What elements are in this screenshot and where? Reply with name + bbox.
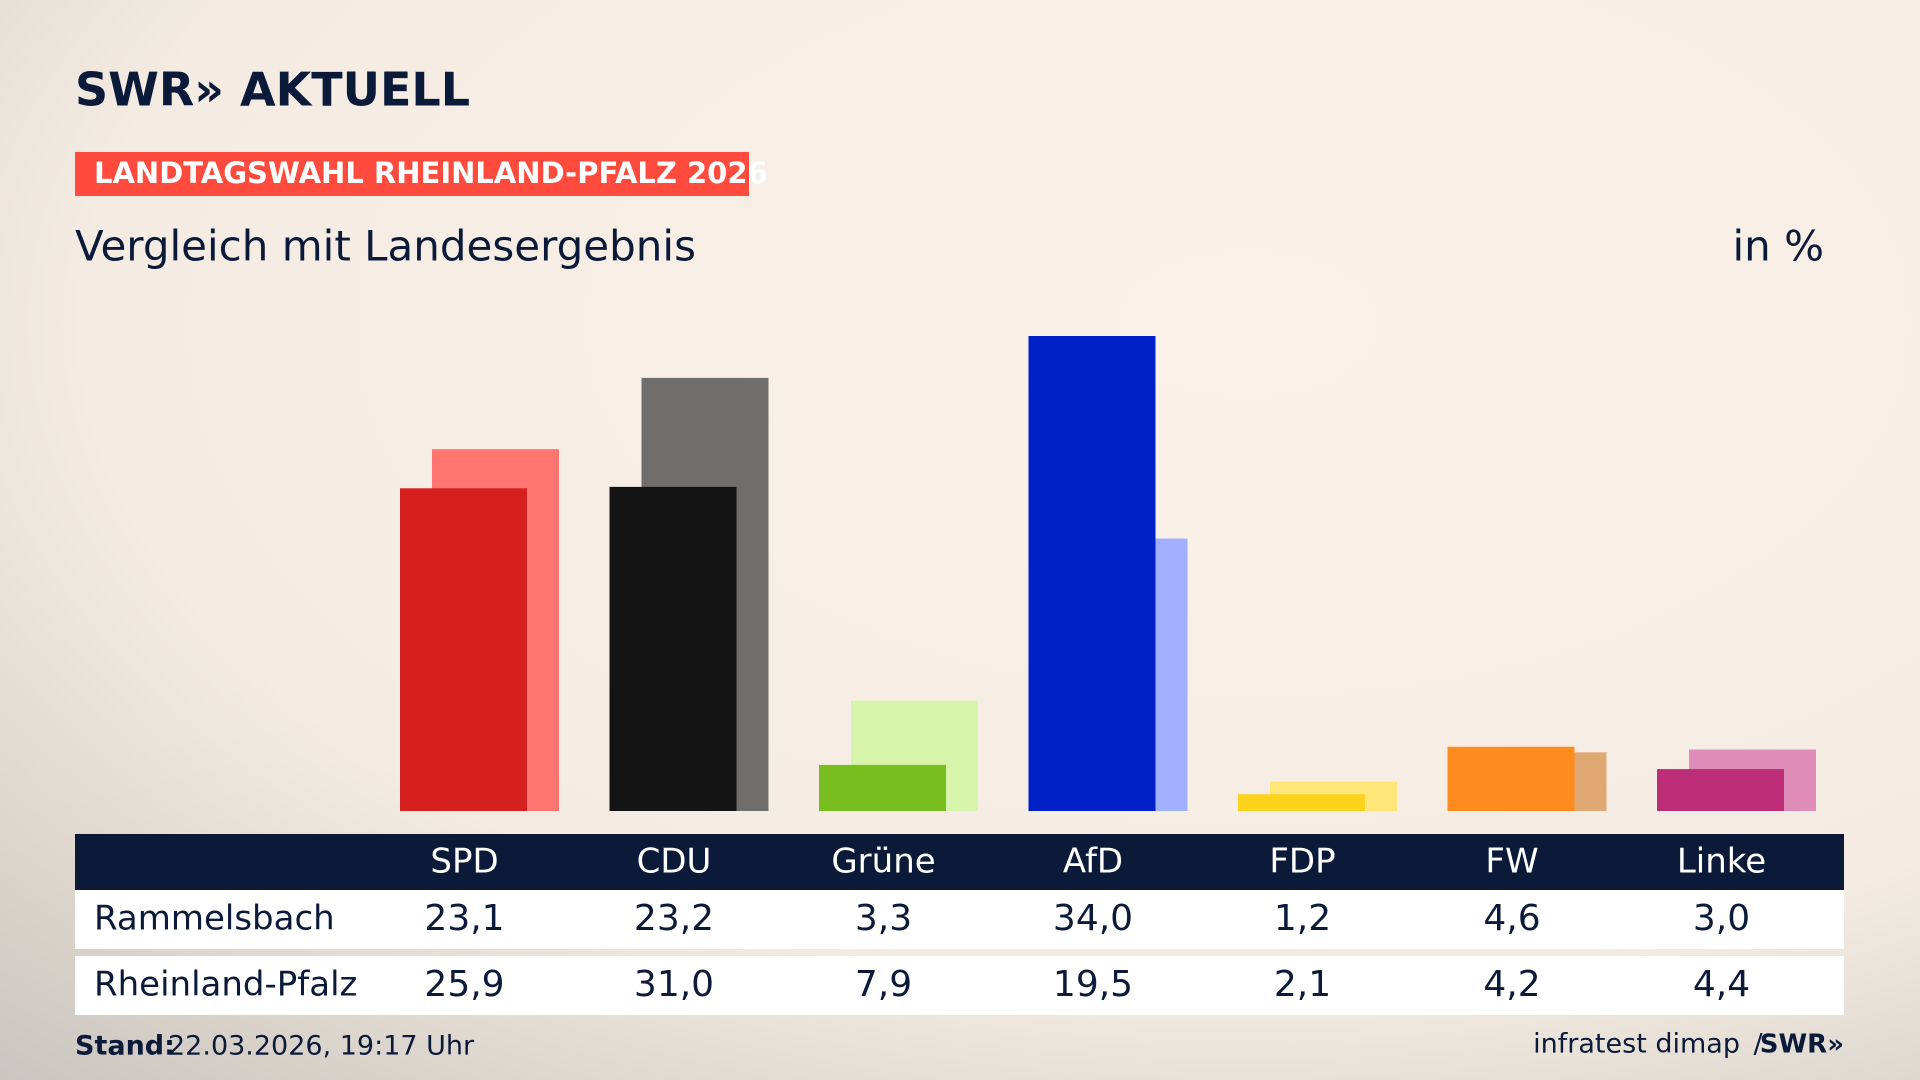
column-header: AfD: [1063, 842, 1123, 882]
value-label: 3,3: [855, 898, 912, 939]
value-label: 25,9: [424, 964, 504, 1005]
brand: SWR»: [1760, 1030, 1844, 1060]
stand-label: Stand:: [75, 1031, 175, 1062]
row-label: Rheinland-Pfalz: [94, 965, 357, 1005]
value-label: 23,1: [424, 898, 504, 939]
subtitle: Vergleich mit Landesergebnis: [75, 222, 696, 271]
badge-box: [75, 152, 749, 196]
value-label: 2,1: [1274, 964, 1331, 1005]
value-label: 4,2: [1483, 964, 1540, 1005]
table-row: [75, 956, 1844, 1015]
bar: [1657, 769, 1784, 811]
footer: Stand: 22.03.2026, 19:17 Uhr infratest d…: [75, 1029, 1844, 1062]
unit: in %: [1732, 222, 1824, 271]
column-header: Grüne: [831, 842, 935, 882]
separator: /: [1753, 1029, 1763, 1060]
value-label: 3,0: [1693, 898, 1750, 939]
value-label: 23,2: [634, 898, 714, 939]
bar: [1028, 336, 1156, 811]
column-header: SPD: [430, 842, 498, 882]
column-header: FW: [1485, 842, 1538, 882]
value-label: 34,0: [1053, 898, 1133, 939]
value-label: 19,5: [1053, 964, 1133, 1005]
source: infratest dimap: [1533, 1029, 1740, 1060]
value-label: 31,0: [634, 964, 714, 1005]
bar: [1447, 746, 1575, 811]
bar: [609, 486, 737, 811]
bar: [819, 764, 946, 811]
table-header: [75, 834, 1844, 890]
column-header: FDP: [1269, 842, 1335, 882]
value-label: 7,9: [855, 964, 912, 1005]
stand: 22.03.2026, 19:17 Uhr: [168, 1031, 475, 1062]
table-row: [75, 890, 1844, 949]
value-label: 1,2: [1274, 898, 1331, 939]
column-header: CDU: [637, 842, 712, 882]
value-label: 4,6: [1483, 898, 1540, 939]
row-label: Rammelsbach: [94, 899, 335, 939]
bar: [1238, 794, 1365, 811]
logo: SWR» AKTUELL: [75, 63, 470, 117]
bar: [400, 488, 527, 811]
badge: LANDTAGSWAHL RHEINLAND-PFALZ 2026: [94, 156, 768, 190]
column-header: Linke: [1677, 842, 1766, 882]
value-label: 4,4: [1693, 964, 1750, 1005]
